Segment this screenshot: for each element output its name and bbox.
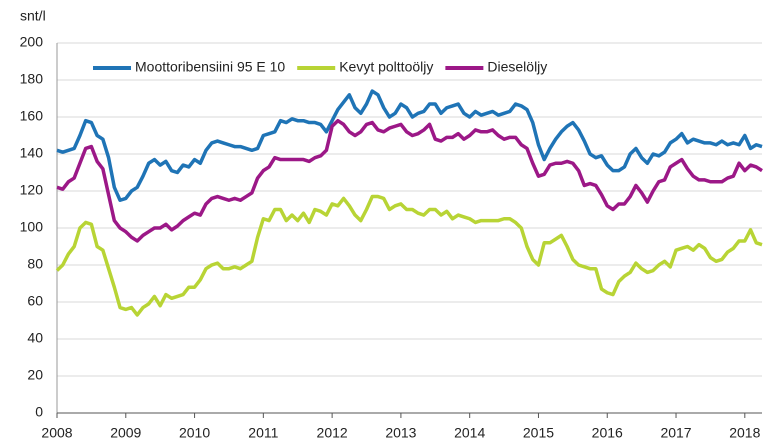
y-tick-label: 180 [20,71,44,87]
series-line [56,89,763,202]
x-tick-label: 2014 [454,425,485,441]
legend-label: Dieselöljy [487,59,547,75]
y-tick-label: 140 [20,145,44,161]
series-line [56,118,763,243]
x-tick-label: 2009 [110,425,141,441]
x-tick-label: 2010 [179,425,210,441]
x-tick-label: 2011 [248,425,278,441]
y-tick-label: 100 [20,219,44,235]
x-tick-label: 2018 [729,425,760,441]
series-line [55,194,763,317]
y-tick-label: 40 [27,330,43,346]
y-axis-unit: snt/l [20,8,46,24]
x-tick-label: 2016 [592,425,623,441]
y-tick-label: 0 [35,404,43,420]
x-tick-label: 2015 [523,425,554,441]
y-tick-label: 120 [20,182,44,198]
x-tick-label: 2012 [317,425,348,441]
y-tick-label: 160 [20,108,44,124]
x-tick-label: 2008 [41,425,72,441]
y-tick-label: 80 [27,256,43,272]
x-tick-label: 2017 [660,425,691,441]
y-tick-label: 60 [27,293,43,309]
y-tick-label: 200 [20,34,44,50]
legend-label: Kevyt polttoöljy [339,59,433,75]
legend-label: Moottoribensiini 95 E 10 [135,59,285,75]
y-tick-label: 20 [27,367,43,383]
x-tick-label: 2013 [385,425,416,441]
